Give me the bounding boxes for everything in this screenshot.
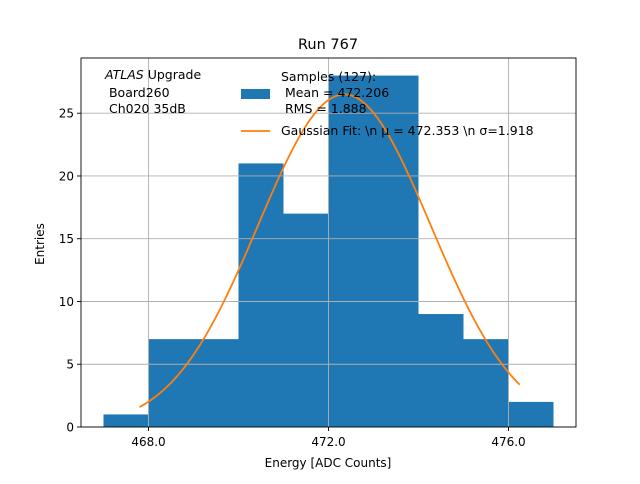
y-axis-label: Entries bbox=[33, 223, 47, 265]
gaussian-fit-line bbox=[139, 93, 521, 408]
y-axis-ticks: 0 5 10 15 20 25 bbox=[59, 107, 81, 435]
legend-hist-label-line-2: Mean = 472.206 bbox=[281, 85, 389, 100]
atlas-annotation-line-1: ATLAS Upgrade bbox=[104, 67, 201, 82]
gaussian-fit bbox=[139, 93, 521, 408]
y-tick-label-2: 10 bbox=[59, 295, 74, 309]
y-tick-label-4: 20 bbox=[59, 169, 74, 183]
legend-hist-label-line-3: RMS = 1.888 bbox=[281, 101, 367, 116]
histogram-bar-1 bbox=[148, 339, 239, 427]
histogram-bar-7 bbox=[508, 401, 554, 427]
histogram-bar-3 bbox=[283, 213, 329, 427]
legend-hist-swatch bbox=[241, 89, 270, 99]
upgrade-label: Upgrade bbox=[144, 67, 202, 82]
chart-title: Run 767 bbox=[298, 37, 358, 53]
histogram-bar-5 bbox=[418, 314, 464, 427]
legend-hist-label-line-1: Samples (127): bbox=[281, 69, 376, 84]
histogram-bar-0 bbox=[103, 414, 149, 427]
x-tick-label-0: 468.0 bbox=[131, 435, 165, 449]
x-axis-ticks: 468.0 472.0 476.0 bbox=[131, 427, 526, 449]
y-tick-label-3: 15 bbox=[59, 232, 74, 246]
histogram-bar-4 bbox=[328, 75, 419, 428]
board-label: Board260 bbox=[105, 85, 170, 100]
histogram-bar-2 bbox=[238, 163, 284, 427]
histogram-bars bbox=[103, 75, 554, 428]
channel-label: Ch020 35dB bbox=[105, 101, 186, 116]
atlas-label: ATLAS bbox=[104, 67, 144, 82]
atlas-annotation: ATLAS Upgrade Board260 Ch020 35dB bbox=[104, 67, 201, 116]
x-axis-label: Energy [ADC Counts] bbox=[265, 456, 392, 470]
x-tick-label-2: 476.0 bbox=[491, 435, 525, 449]
y-tick-label-1: 5 bbox=[66, 358, 74, 372]
legend-fit-label: Gaussian Fit: \n μ = 472.353 \n σ=1.918 bbox=[281, 123, 534, 138]
y-tick-label-0: 0 bbox=[66, 421, 74, 435]
histogram-bar-6 bbox=[463, 339, 509, 427]
y-tick-label-5: 25 bbox=[59, 107, 74, 121]
x-tick-label-1: 472.0 bbox=[311, 435, 345, 449]
legend: Samples (127): Mean = 472.206 RMS = 1.88… bbox=[241, 69, 534, 138]
